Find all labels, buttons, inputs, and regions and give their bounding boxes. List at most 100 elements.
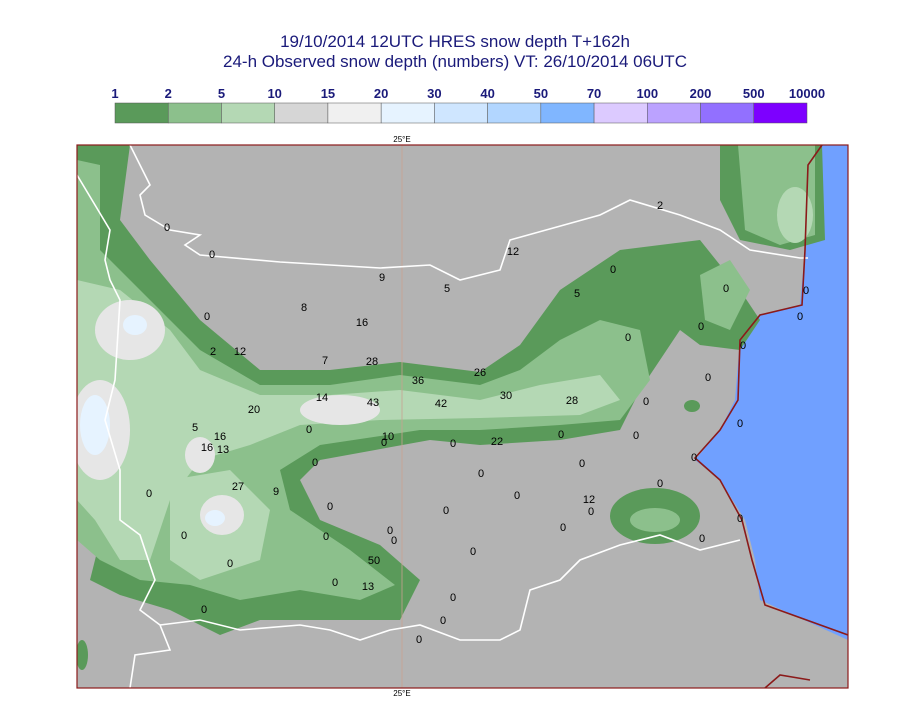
observation: 0 [657,478,663,490]
legend-label: 5 [218,86,225,101]
legend-label: 10000 [789,86,825,101]
legend-swatch [114,102,169,124]
observation: 0 [146,488,152,500]
observation: 8 [301,302,307,314]
observation: 0 [227,558,233,570]
legend-swatch [434,102,488,124]
observation: 0 [737,418,743,430]
observation: 9 [379,272,385,284]
legend-swatch [380,102,435,124]
observation: 0 [332,577,338,589]
legend-label: 50 [534,86,548,101]
legend-swatch [540,102,595,124]
legend-label: 30 [427,86,441,101]
legend-label: 15 [321,86,335,101]
observation: 0 [633,430,639,442]
observation: 16 [201,442,213,454]
legend-swatch [700,102,755,124]
observation: 0 [610,264,616,276]
observation: 0 [306,424,312,436]
sea [695,145,848,640]
observation: 0 [478,468,484,480]
observation: 0 [803,285,809,297]
meridian-label: 25°E [393,689,410,698]
legend-label: 1 [111,86,118,101]
legend-label: 200 [690,86,712,101]
observation: 0 [579,458,585,470]
observation: 0 [698,321,704,333]
observation: 7 [322,355,328,367]
observation: 0 [181,530,187,542]
map-frame [76,144,849,689]
title: 19/10/2014 12UTC HRES snow depth T+162h [280,32,630,51]
coastline [693,145,848,688]
observation: 0 [558,429,564,441]
observation: 0 [588,506,594,518]
observation: 43 [367,397,379,409]
legend-swatch [221,102,275,124]
observation: 13 [217,444,229,456]
observation: 5 [192,422,198,434]
observation: 26 [474,367,486,379]
legend-swatch [753,102,808,124]
legend-label: 70 [587,86,601,101]
observation: 28 [566,395,578,407]
observation: 2 [657,200,663,212]
legend-swatch [274,102,329,124]
observation: 30 [500,390,512,402]
observation: 0 [740,340,746,352]
legend-label: 10 [267,86,281,101]
legend: 1 2 5 10 15 20 30 40 50 70 100 200 500 10000 [111,86,825,124]
observation: 12 [583,494,595,506]
observation: 16 [356,317,368,329]
observation: 0 [625,332,631,344]
borders [77,145,808,688]
observation: 0 [691,452,697,464]
observation: 42 [435,398,447,410]
observation: 12 [234,346,246,358]
observation: 0 [327,501,333,513]
observation: 22 [491,436,503,448]
snow-20 [80,315,225,526]
observation: 27 [232,481,244,493]
observation: 20 [248,404,260,416]
observation: 0 [209,249,215,261]
observation: 0 [323,531,329,543]
observation: 5 [444,283,450,295]
observation: 0 [416,634,422,646]
observation: 0 [312,457,318,469]
observation: 12 [507,246,519,258]
observation: 0 [643,396,649,408]
observation: 50 [368,555,380,567]
observation: 0 [450,592,456,604]
observation: 0 [737,513,743,525]
legend-swatch [167,102,222,124]
observation: 16 [214,431,226,443]
observation: 5 [574,288,580,300]
observation: 0 [201,604,207,616]
legend-label: 500 [743,86,765,101]
observation: 0 [391,535,397,547]
legend-swatch [593,102,648,124]
subtitle: 24-h Observed snow depth (numbers) VT: 2… [223,52,687,71]
meridian-label: 25°E [393,135,410,144]
observation: 0 [440,615,446,627]
legend-swatch [647,102,701,124]
observation: 0 [797,311,803,323]
observation: 0 [387,525,393,537]
observation: 0 [560,522,566,534]
observation: 0 [514,490,520,502]
observation: 0 [699,533,705,545]
legend-label: 100 [636,86,658,101]
observation: 28 [366,356,378,368]
observation: 13 [362,581,374,593]
legend-label: 2 [165,86,172,101]
observation: 0 [204,311,210,323]
legend-label: 40 [480,86,494,101]
observation: 0 [381,437,387,449]
observation: 9 [273,486,279,498]
legend-swatch [487,102,542,124]
observation: 36 [412,375,424,387]
